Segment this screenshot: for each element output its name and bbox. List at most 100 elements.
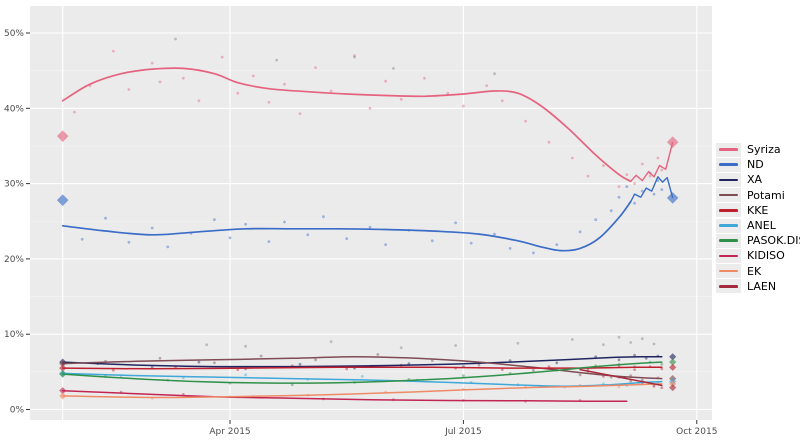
legend-item-ek: EK [716, 264, 800, 279]
legend-label: PASOK.DISI [747, 234, 800, 248]
poll-dot [532, 251, 535, 255]
poll-dot [197, 360, 201, 364]
legend-item-syriza: Syriza [716, 142, 800, 157]
poll-dot [322, 215, 325, 219]
poll-dot [493, 232, 496, 236]
poll-dot [629, 374, 633, 377]
poll-dot [500, 368, 504, 371]
poll-dot [660, 367, 664, 371]
poll-dot [617, 358, 621, 362]
poll-dot [454, 221, 457, 225]
poll-dot [244, 222, 248, 226]
poll-dot [197, 99, 201, 103]
poll-dot [462, 104, 465, 108]
y-tick-label: 20% [4, 255, 24, 265]
x-tick-label: Oct 2015 [676, 427, 717, 437]
election-diamond-kidiso [59, 387, 67, 395]
poll-dot [283, 220, 286, 224]
poll-dot [376, 353, 380, 356]
legend-swatch [716, 157, 741, 172]
poll-dot [360, 375, 364, 378]
y-tick-label: 10% [4, 330, 24, 340]
poll-dot [73, 110, 76, 114]
poll-dot [423, 76, 426, 80]
legend-line-icon [719, 163, 738, 167]
trend-line-nd [61, 200, 632, 252]
poll-dot [251, 74, 255, 78]
poll-dot [345, 367, 349, 371]
legend-label: EK [747, 264, 762, 278]
poll-dot [259, 354, 263, 358]
poll-dot [430, 359, 434, 362]
x-tick-label: Jul 2015 [444, 427, 482, 437]
poll-dot [633, 182, 636, 186]
final-polls-line-syriza [630, 142, 674, 182]
poll-dot [150, 365, 154, 369]
election-diamond-laen [669, 384, 677, 392]
election-diamond-xa [669, 353, 677, 361]
election-diamond-kke [59, 364, 67, 372]
legend-item-anel: ANEL [716, 218, 800, 233]
poll-dot [127, 88, 131, 91]
poll-dot [617, 195, 621, 199]
poll-dot [532, 368, 535, 372]
legend-swatch [716, 279, 741, 294]
poll-dot [290, 383, 294, 387]
poll-dot-other [454, 344, 457, 347]
poll-dot [660, 362, 664, 366]
legend-item-xa: XA [716, 172, 800, 187]
poll-dot [524, 119, 527, 123]
legend-line-icon [719, 209, 738, 212]
poll-dot [150, 226, 154, 230]
poll-dot [111, 49, 115, 53]
trend-line-kke [61, 366, 663, 370]
legend-item-laen: LAEN [716, 279, 800, 294]
legend-swatch [716, 233, 741, 248]
poll-dot-other [652, 342, 656, 346]
poll-dot [353, 54, 356, 57]
y-tick-label: 0% [10, 406, 25, 416]
poll-dot [644, 356, 648, 360]
trend-line-xa [61, 356, 663, 368]
poll-dot [220, 55, 224, 59]
legend-swatch [716, 172, 741, 187]
poll-dot-other [640, 337, 644, 341]
poll-dot [399, 97, 403, 101]
y-tick-label: 30% [4, 180, 24, 190]
poll-dot [640, 189, 644, 193]
poll-dot [555, 243, 559, 247]
election-diamond-syriza [666, 136, 679, 148]
legend-item-potami: Potami [716, 188, 800, 203]
poll-dot-other [617, 335, 621, 339]
poll-dot [652, 384, 656, 388]
election-diamond-ek [59, 392, 67, 400]
y-tick-label: 50% [4, 29, 24, 39]
legend-line-icon [719, 239, 738, 243]
legend-item-nd: ND [716, 157, 800, 172]
poll-dot [368, 106, 372, 110]
legend-line-icon [719, 148, 738, 151]
poll-dot [633, 201, 636, 205]
trend-line-pasok.disi [61, 361, 663, 384]
poll-dot [469, 241, 473, 245]
trend-line-potami [61, 356, 663, 380]
poll-dot [555, 361, 559, 365]
poll-dot [158, 356, 162, 360]
poll-dot [485, 84, 489, 88]
poll-dot [586, 174, 590, 178]
poll-dot [181, 76, 185, 80]
poll-dot [508, 247, 512, 250]
x-tick-label: Apr 2015 [209, 427, 250, 437]
poll-dot-other [329, 340, 333, 344]
poll-dot-other [602, 343, 605, 347]
poll-dot-other [392, 67, 395, 70]
poll-dot [633, 368, 636, 371]
y-tick-label: 40% [4, 104, 24, 114]
poll-dot [660, 168, 664, 172]
poll-dot [625, 185, 629, 189]
legend-label: Syriza [747, 143, 781, 157]
poll-dot [652, 192, 656, 196]
poll-dot [594, 218, 598, 222]
